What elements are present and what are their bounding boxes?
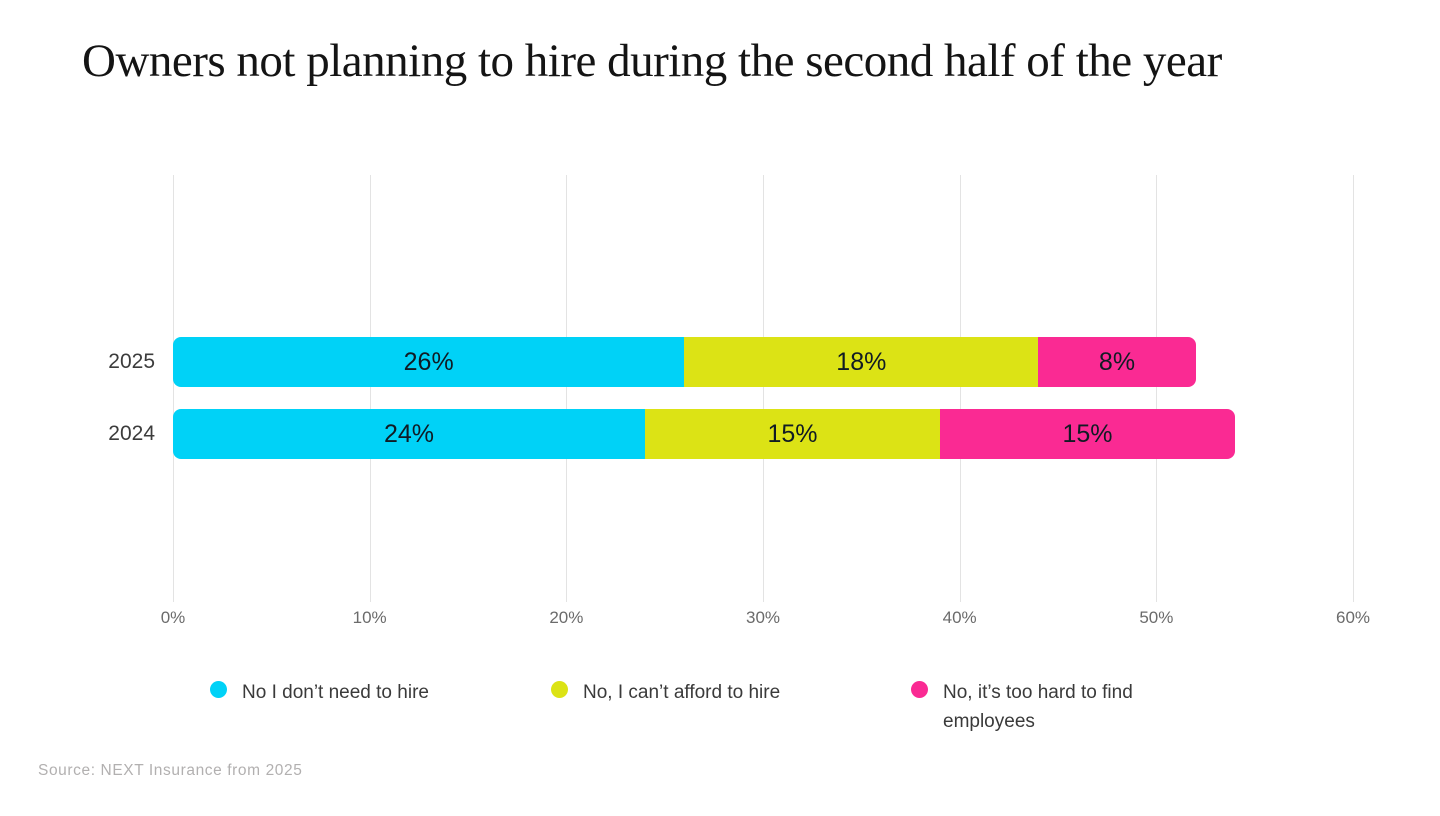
legend-dot-magenta-icon	[911, 681, 928, 698]
gridline	[1353, 175, 1354, 602]
bar-segment: 18%	[684, 337, 1039, 387]
chart-title: Owners not planning to hire during the s…	[82, 35, 1222, 87]
legend-item-dont-need-to-hire: No I don’t need to hire	[210, 678, 429, 707]
bar-value-label: 18%	[836, 347, 887, 376]
x-axis-tick-label: 40%	[942, 608, 977, 627]
bar-row-2024: 2024 24% 15% 15%	[108, 409, 1353, 459]
y-axis-category-label: 2024	[108, 422, 155, 445]
legend: No I don’t need to hire No, I can’t affo…	[0, 678, 1440, 758]
bar-value-label: 15%	[1062, 419, 1113, 448]
plot-area: 0% 10% 20% 30% 40% 50% 60% 2025 26% 18% 8% 2024 24% 1…	[108, 175, 1370, 627]
bar-value-label: 24%	[383, 419, 435, 448]
bar-value-label: 8%	[1098, 347, 1136, 376]
gridline	[1156, 175, 1158, 602]
gridline	[566, 175, 568, 602]
gridline	[369, 175, 371, 602]
legend-label: No, I can’t afford to hire	[583, 682, 781, 703]
legend-dot-cyan-icon	[210, 681, 227, 698]
legend-label: No I don’t need to hire	[242, 682, 429, 703]
x-axis-tick-label: 50%	[1139, 608, 1174, 627]
x-axis-tick-label: 20%	[549, 608, 584, 627]
bar-segment: 15%	[940, 409, 1235, 459]
legend-label: No, it’s too hard to find employees	[943, 682, 1133, 733]
x-axis-tick-label: 0%	[160, 608, 186, 627]
y-axis-category-label: 2025	[108, 350, 155, 373]
gridline	[763, 175, 764, 602]
bar-segment: 24%	[173, 409, 645, 459]
legend-dot-yellow-icon	[551, 681, 568, 698]
gridline	[173, 175, 174, 602]
legend-item-cant-afford-to-hire: No, I can’t afford to hire	[551, 678, 780, 707]
bar-segment: 26%	[173, 337, 685, 387]
source-note: Source: NEXT Insurance from 2025	[38, 762, 303, 779]
x-axis-tick-label: 60%	[1335, 608, 1371, 627]
x-axis-tick-label: 30%	[745, 608, 781, 627]
bar-segment: 8%	[1038, 337, 1196, 387]
x-axis-tick-label: 10%	[352, 608, 387, 627]
gridline	[959, 175, 961, 602]
bar-value-label: 15%	[767, 419, 818, 448]
legend-item-too-hard-to-find: No, it’s too hard to find employees	[911, 678, 1178, 737]
bar-segment: 15%	[645, 409, 940, 459]
bar-value-label: 26%	[403, 347, 454, 376]
bar-row-2025: 2025 26% 18% 8%	[108, 337, 1353, 387]
